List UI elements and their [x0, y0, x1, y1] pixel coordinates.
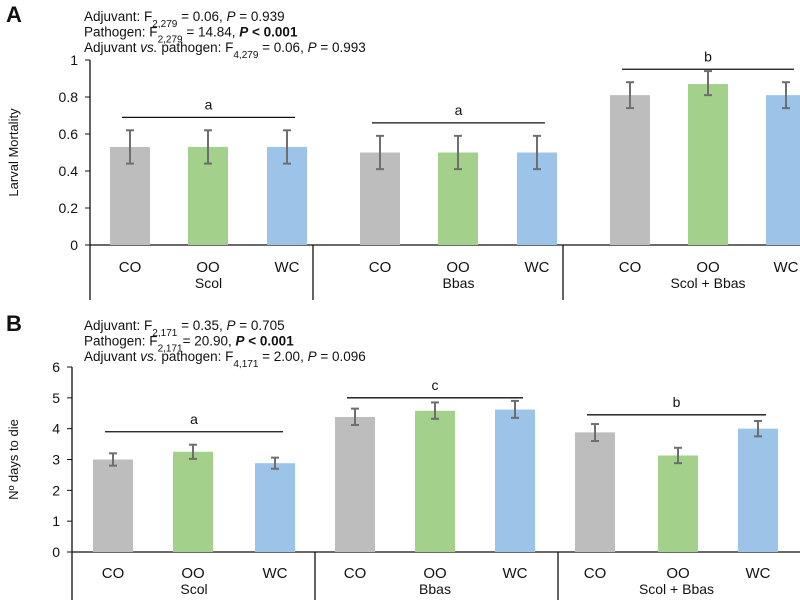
- stats-line: Adjuvant: F2,279 = 0.06, P = 0.939: [84, 9, 285, 30]
- bar-oo: [658, 455, 698, 552]
- bar-oo: [415, 410, 455, 552]
- group-label: Scol: [180, 581, 207, 597]
- y-tick-label: 0: [70, 237, 78, 253]
- category-label: CO: [102, 565, 125, 582]
- y-tick-label: 3: [52, 452, 60, 468]
- category-label: WC: [263, 565, 288, 582]
- category-label: OO: [181, 565, 204, 582]
- y-tick-label: 0.8: [59, 89, 79, 105]
- significance-letter: b: [704, 48, 712, 64]
- y-tick-label: 4: [52, 421, 60, 437]
- stats-line: Pathogen: F2,171= 20.90, P < 0.001: [84, 334, 294, 355]
- bar-co: [575, 432, 615, 552]
- significance-letter: a: [205, 96, 213, 112]
- y-axis-label: Nº days to die: [6, 419, 21, 500]
- category-label: CO: [584, 565, 607, 582]
- bar-oo: [173, 451, 213, 552]
- y-tick-label: 0.2: [59, 200, 79, 216]
- panel-b: B Adjuvant: F2,171 = 0.35, P = 0.705Patho…: [6, 311, 800, 600]
- category-label: CO: [369, 259, 392, 276]
- group-label: Bbas: [419, 581, 451, 597]
- category-label: OO: [423, 565, 446, 582]
- y-axis-label: Larval Mortality: [6, 108, 21, 197]
- bar-wc: [255, 463, 295, 552]
- bar-wc: [738, 428, 778, 552]
- y-tick-label: 6: [52, 359, 60, 375]
- significance-letter: b: [673, 394, 681, 410]
- category-label: WC: [275, 259, 300, 276]
- y-tick-label: 5: [52, 390, 60, 406]
- y-tick-label: 0.6: [59, 126, 79, 142]
- y-tick-label: 0: [52, 544, 60, 560]
- panel-a: A Adjuvant: F2,279 = 0.06, P = 0.939Patho…: [6, 2, 800, 300]
- category-label: CO: [119, 259, 142, 276]
- significance-letter: a: [455, 102, 463, 118]
- bar-wc: [495, 409, 535, 552]
- stats-line: Adjuvant: F2,171 = 0.35, P = 0.705: [84, 318, 285, 339]
- category-label: OO: [666, 565, 689, 582]
- y-tick-label: 0.4: [59, 163, 79, 179]
- y-tick-label: 2: [52, 482, 60, 498]
- group-label: Bbas: [443, 275, 475, 291]
- y-tick-label: 1: [52, 513, 60, 529]
- category-label: WC: [503, 565, 528, 582]
- stats-line: Adjuvant vs. pathogen: F4,171 = 2.00, P …: [84, 349, 366, 370]
- significance-letter: c: [432, 377, 439, 393]
- category-label: WC: [746, 565, 771, 582]
- bar-co: [610, 95, 650, 246]
- panel-letter: A: [6, 2, 22, 27]
- bar-co: [335, 416, 375, 552]
- category-label: CO: [619, 259, 642, 276]
- bar-oo: [688, 84, 728, 245]
- stats-line: Pathogen: F2,279 = 14.84, P < 0.001: [84, 25, 298, 46]
- category-label: WC: [525, 259, 550, 276]
- group-label: Scol: [195, 275, 222, 291]
- category-label: CO: [344, 565, 367, 582]
- group-label: Scol + Bbas: [670, 275, 745, 291]
- category-label: OO: [446, 259, 469, 276]
- panel-letter: B: [6, 311, 22, 336]
- category-label: WC: [774, 259, 799, 276]
- significance-letter: a: [190, 411, 198, 427]
- bar-co: [93, 459, 133, 552]
- bar-wc: [766, 95, 800, 246]
- category-label: OO: [696, 259, 719, 276]
- y-tick-label: 1: [70, 52, 78, 68]
- category-label: OO: [196, 259, 219, 276]
- stats-line: Adjuvant vs. pathogen: F4,279 = 0.06, P …: [84, 40, 366, 61]
- group-label: Scol + Bbas: [639, 581, 714, 597]
